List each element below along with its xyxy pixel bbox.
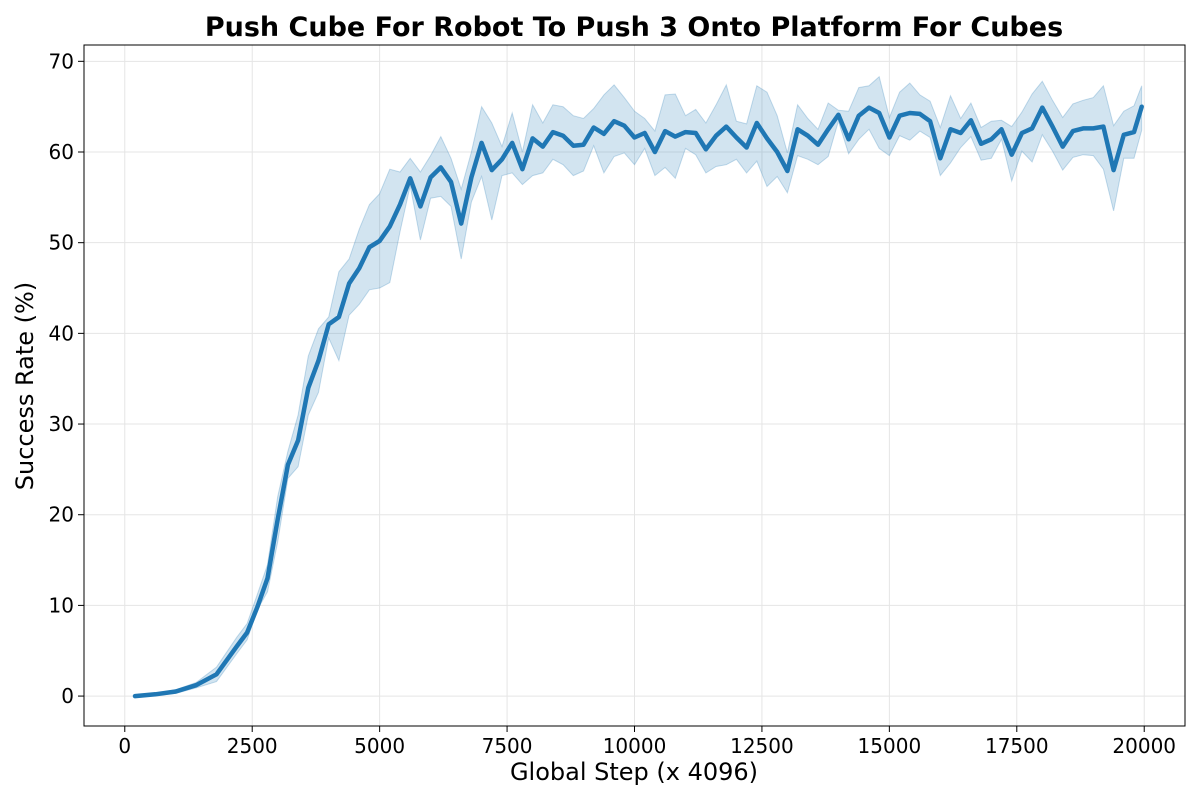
y-tick-label: 50 (49, 231, 74, 255)
x-tick-label: 20000 (1112, 734, 1176, 758)
x-tick-label: 5000 (354, 734, 405, 758)
x-tick-label: 15000 (858, 734, 922, 758)
x-tick-label: 7500 (482, 734, 533, 758)
x-tick-label: 2500 (227, 734, 278, 758)
x-tick-label: 12500 (730, 734, 794, 758)
y-tick-label: 70 (49, 49, 74, 73)
y-tick-label: 20 (49, 503, 74, 527)
y-tick-label: 0 (61, 684, 74, 708)
x-tick-label: 17500 (985, 734, 1049, 758)
x-tick-label: 10000 (603, 734, 667, 758)
y-tick-label: 60 (49, 140, 74, 164)
y-axis-label: Success Rate (%) (11, 282, 39, 490)
gridlines (84, 45, 1185, 726)
chart-title: Push Cube For Robot To Push 3 Onto Platf… (205, 12, 1063, 43)
y-tick-label: 10 (49, 593, 74, 617)
y-tick-label: 30 (49, 412, 74, 436)
x-axis-label: Global Step (x 4096) (510, 758, 758, 786)
x-tick-label: 0 (118, 734, 131, 758)
y-axis-ticks: 0 10 20 30 40 50 60 70 (49, 49, 84, 708)
series-line (132, 104, 1144, 699)
y-tick-label: 40 (49, 321, 74, 345)
series-line-group (132, 104, 1144, 699)
x-axis-ticks: 0 2500 5000 7500 10000 12500 15000 17500 20000 (118, 726, 1176, 758)
